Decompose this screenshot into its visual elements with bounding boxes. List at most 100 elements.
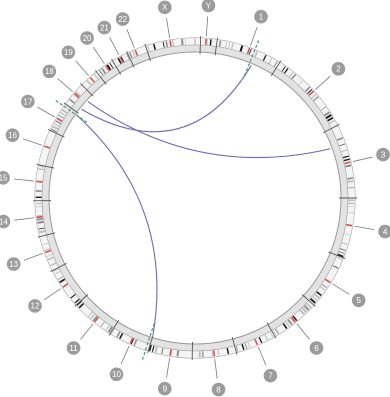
cytoband-stripe: [323, 111, 331, 117]
cytoband-stripe: [244, 342, 248, 349]
chromosome-label-text: 17: [23, 97, 32, 106]
cytoband-stripe: [98, 70, 104, 76]
cytoband-stripe: [347, 180, 354, 183]
chromosome-label-text: 7: [268, 371, 273, 380]
chromosome-label-disc: [109, 367, 124, 382]
cytoband-stripe: [254, 50, 259, 58]
label-leader: [75, 60, 90, 76]
cytoband-stripe: [74, 298, 80, 304]
chromosome-label-text: 1: [259, 12, 264, 21]
label-leader: [214, 358, 218, 379]
centromere-mark: [324, 278, 331, 284]
translocation-link: [87, 101, 331, 159]
cytoband-stripe: [78, 302, 85, 309]
chromosome-boundary: [36, 163, 55, 169]
centromere-mark: [94, 316, 100, 323]
cytoband-stripe: [287, 319, 293, 326]
chromosome-label-21: 21: [97, 20, 112, 35]
cytoband-stripe: [274, 328, 280, 335]
label-leader: [315, 75, 331, 90]
chromosome-label-text: 5: [356, 296, 361, 305]
chromosome-boundary: [270, 60, 282, 77]
centromere-mark: [134, 49, 139, 56]
chromosome-label-disc: [378, 224, 390, 239]
chromosome-boundary: [301, 294, 316, 307]
cytoband-stripe: [116, 331, 121, 338]
cytoband-stripe: [320, 106, 327, 111]
chromosome-boundary: [50, 262, 67, 272]
chromosome-label-text: 15: [0, 174, 8, 183]
cytoband-stripe: [46, 254, 53, 258]
chromosome-label-disc: [42, 64, 57, 79]
cytoband-stripe: [209, 39, 212, 46]
label-leader: [126, 29, 135, 48]
cytoband-stripe: [57, 276, 64, 281]
chromosome-label-22: 22: [115, 12, 130, 26]
cytoband-stripe: [264, 334, 268, 341]
chromosome-boundary: [199, 36, 202, 55]
cytoband-stripe: [311, 93, 317, 99]
chromosome-label-disc: [21, 94, 35, 109]
label-leader: [352, 156, 373, 162]
label-leader: [296, 323, 310, 340]
chromosome-label-disc: [158, 381, 172, 396]
cytoband-stripe: [342, 155, 350, 159]
chromosome-label-13: 13: [6, 257, 21, 271]
cytoband-stripe: [283, 68, 289, 74]
cytoband-stripe: [50, 262, 57, 267]
cytoband-stripe: [347, 212, 354, 214]
chromosome-label-disc: [5, 128, 20, 142]
centromere-mark: [89, 77, 95, 83]
chromosome-boundary: [144, 43, 151, 62]
chromosome-label-6: 6: [309, 341, 324, 355]
cytoband-stripe: [305, 302, 312, 309]
cytoband-stripe: [70, 293, 76, 299]
cytoband-stripe: [86, 80, 92, 86]
chromosome-label-text: 21: [100, 23, 109, 32]
chromosome-label-disc: [263, 368, 278, 383]
cytoband-stripe: [241, 343, 245, 351]
cytoband-stripe: [61, 108, 68, 114]
chromosome-label-text: 2: [336, 65, 341, 74]
cytoband-stripe: [73, 94, 79, 99]
cytoband-stripe: [107, 326, 113, 333]
cytoband-stripe: [338, 251, 345, 255]
chromosome-label-disc: [376, 147, 390, 162]
chromosome-label-text: 18: [45, 67, 54, 76]
cytoband-stripe: [37, 220, 44, 224]
chromosome-label-16: 16: [5, 128, 20, 142]
chromosome-label-disc: [351, 293, 366, 308]
cytoband-stripe: [109, 62, 114, 69]
cytoband-stripe: [176, 350, 180, 357]
label-leader: [166, 357, 171, 378]
cytoband-stripe: [269, 331, 274, 338]
cytoband-stripe: [316, 291, 322, 297]
label-leader: [13, 178, 34, 182]
cytoband-stripe: [148, 344, 152, 352]
chromosome-label-12: 12: [28, 299, 42, 313]
cytoband-stripe: [285, 321, 290, 327]
centromere-mark: [129, 337, 134, 345]
chromosome-label-text: 16: [8, 131, 17, 140]
cytoband-stripe: [291, 73, 297, 80]
chromosome-boundary: [328, 251, 346, 260]
chromosome-boundary: [63, 102, 79, 114]
chromosome-label-text: 11: [69, 344, 78, 353]
cytoband-stripe: [211, 350, 214, 357]
centromere-mark: [254, 338, 259, 346]
breakpoint-marker: [243, 38, 260, 76]
chromosome-label-text: 6: [314, 344, 319, 353]
cytoband-stripe: [93, 73, 99, 80]
chromosome-label-text: 3: [381, 150, 386, 159]
cytoband-stripe: [273, 61, 278, 67]
cytoband-stripe: [53, 268, 59, 272]
chromosome-label-text: 22: [118, 15, 127, 24]
cytoband-stripe: [172, 40, 174, 47]
cytoband-stripe: [319, 286, 326, 291]
label-leader: [22, 138, 42, 146]
cytoband-stripe: [248, 48, 252, 55]
chromosome-label-disc: [201, 0, 216, 13]
label-leader: [14, 217, 35, 221]
cytoband-stripe: [162, 41, 165, 48]
